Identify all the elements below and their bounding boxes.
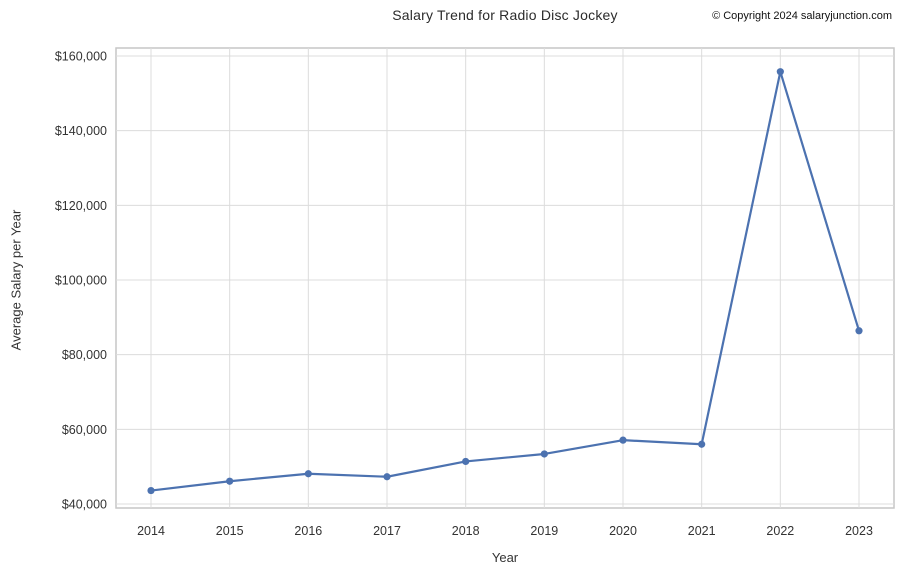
- x-tick-label: 2017: [373, 524, 401, 538]
- data-point: [540, 450, 548, 458]
- x-tick-label: 2019: [530, 524, 558, 538]
- y-axis-label: Average Salary per Year: [8, 209, 24, 351]
- x-tick-label: 2015: [216, 524, 244, 538]
- data-point: [776, 68, 784, 76]
- data-point: [304, 470, 312, 478]
- x-tick-label: 2020: [609, 524, 637, 538]
- plot-border: [115, 47, 895, 509]
- y-tick-label: $80,000: [62, 348, 107, 362]
- x-tick-label: 2021: [688, 524, 716, 538]
- copyright-text: © Copyright 2024 salaryjunction.com: [712, 10, 892, 22]
- data-point: [462, 457, 470, 466]
- y-tick-label: $100,000: [55, 274, 107, 288]
- y-tick-label: $60,000: [62, 423, 107, 437]
- y-tick-label: $40,000: [62, 498, 107, 512]
- x-axis-label: Year: [491, 550, 519, 565]
- x-tick-label: 2014: [137, 524, 165, 538]
- x-tick-label: 2018: [452, 524, 480, 538]
- x-tick-label: 2016: [294, 524, 322, 538]
- data-point: [855, 327, 863, 335]
- x-tick-label: 2022: [766, 524, 794, 538]
- y-tick-label: $120,000: [55, 199, 107, 213]
- data-point: [698, 440, 706, 448]
- x-tick-label: 2023: [845, 524, 873, 538]
- y-tick-label: $160,000: [55, 50, 107, 64]
- data-point: [226, 477, 234, 485]
- y-tick-label: $140,000: [55, 124, 107, 138]
- data-point: [147, 486, 155, 495]
- chart-title: Salary Trend for Radio Disc Jockey: [392, 7, 618, 23]
- data-point: [383, 473, 391, 481]
- series-line: [149, 70, 861, 492]
- data-point: [619, 436, 627, 444]
